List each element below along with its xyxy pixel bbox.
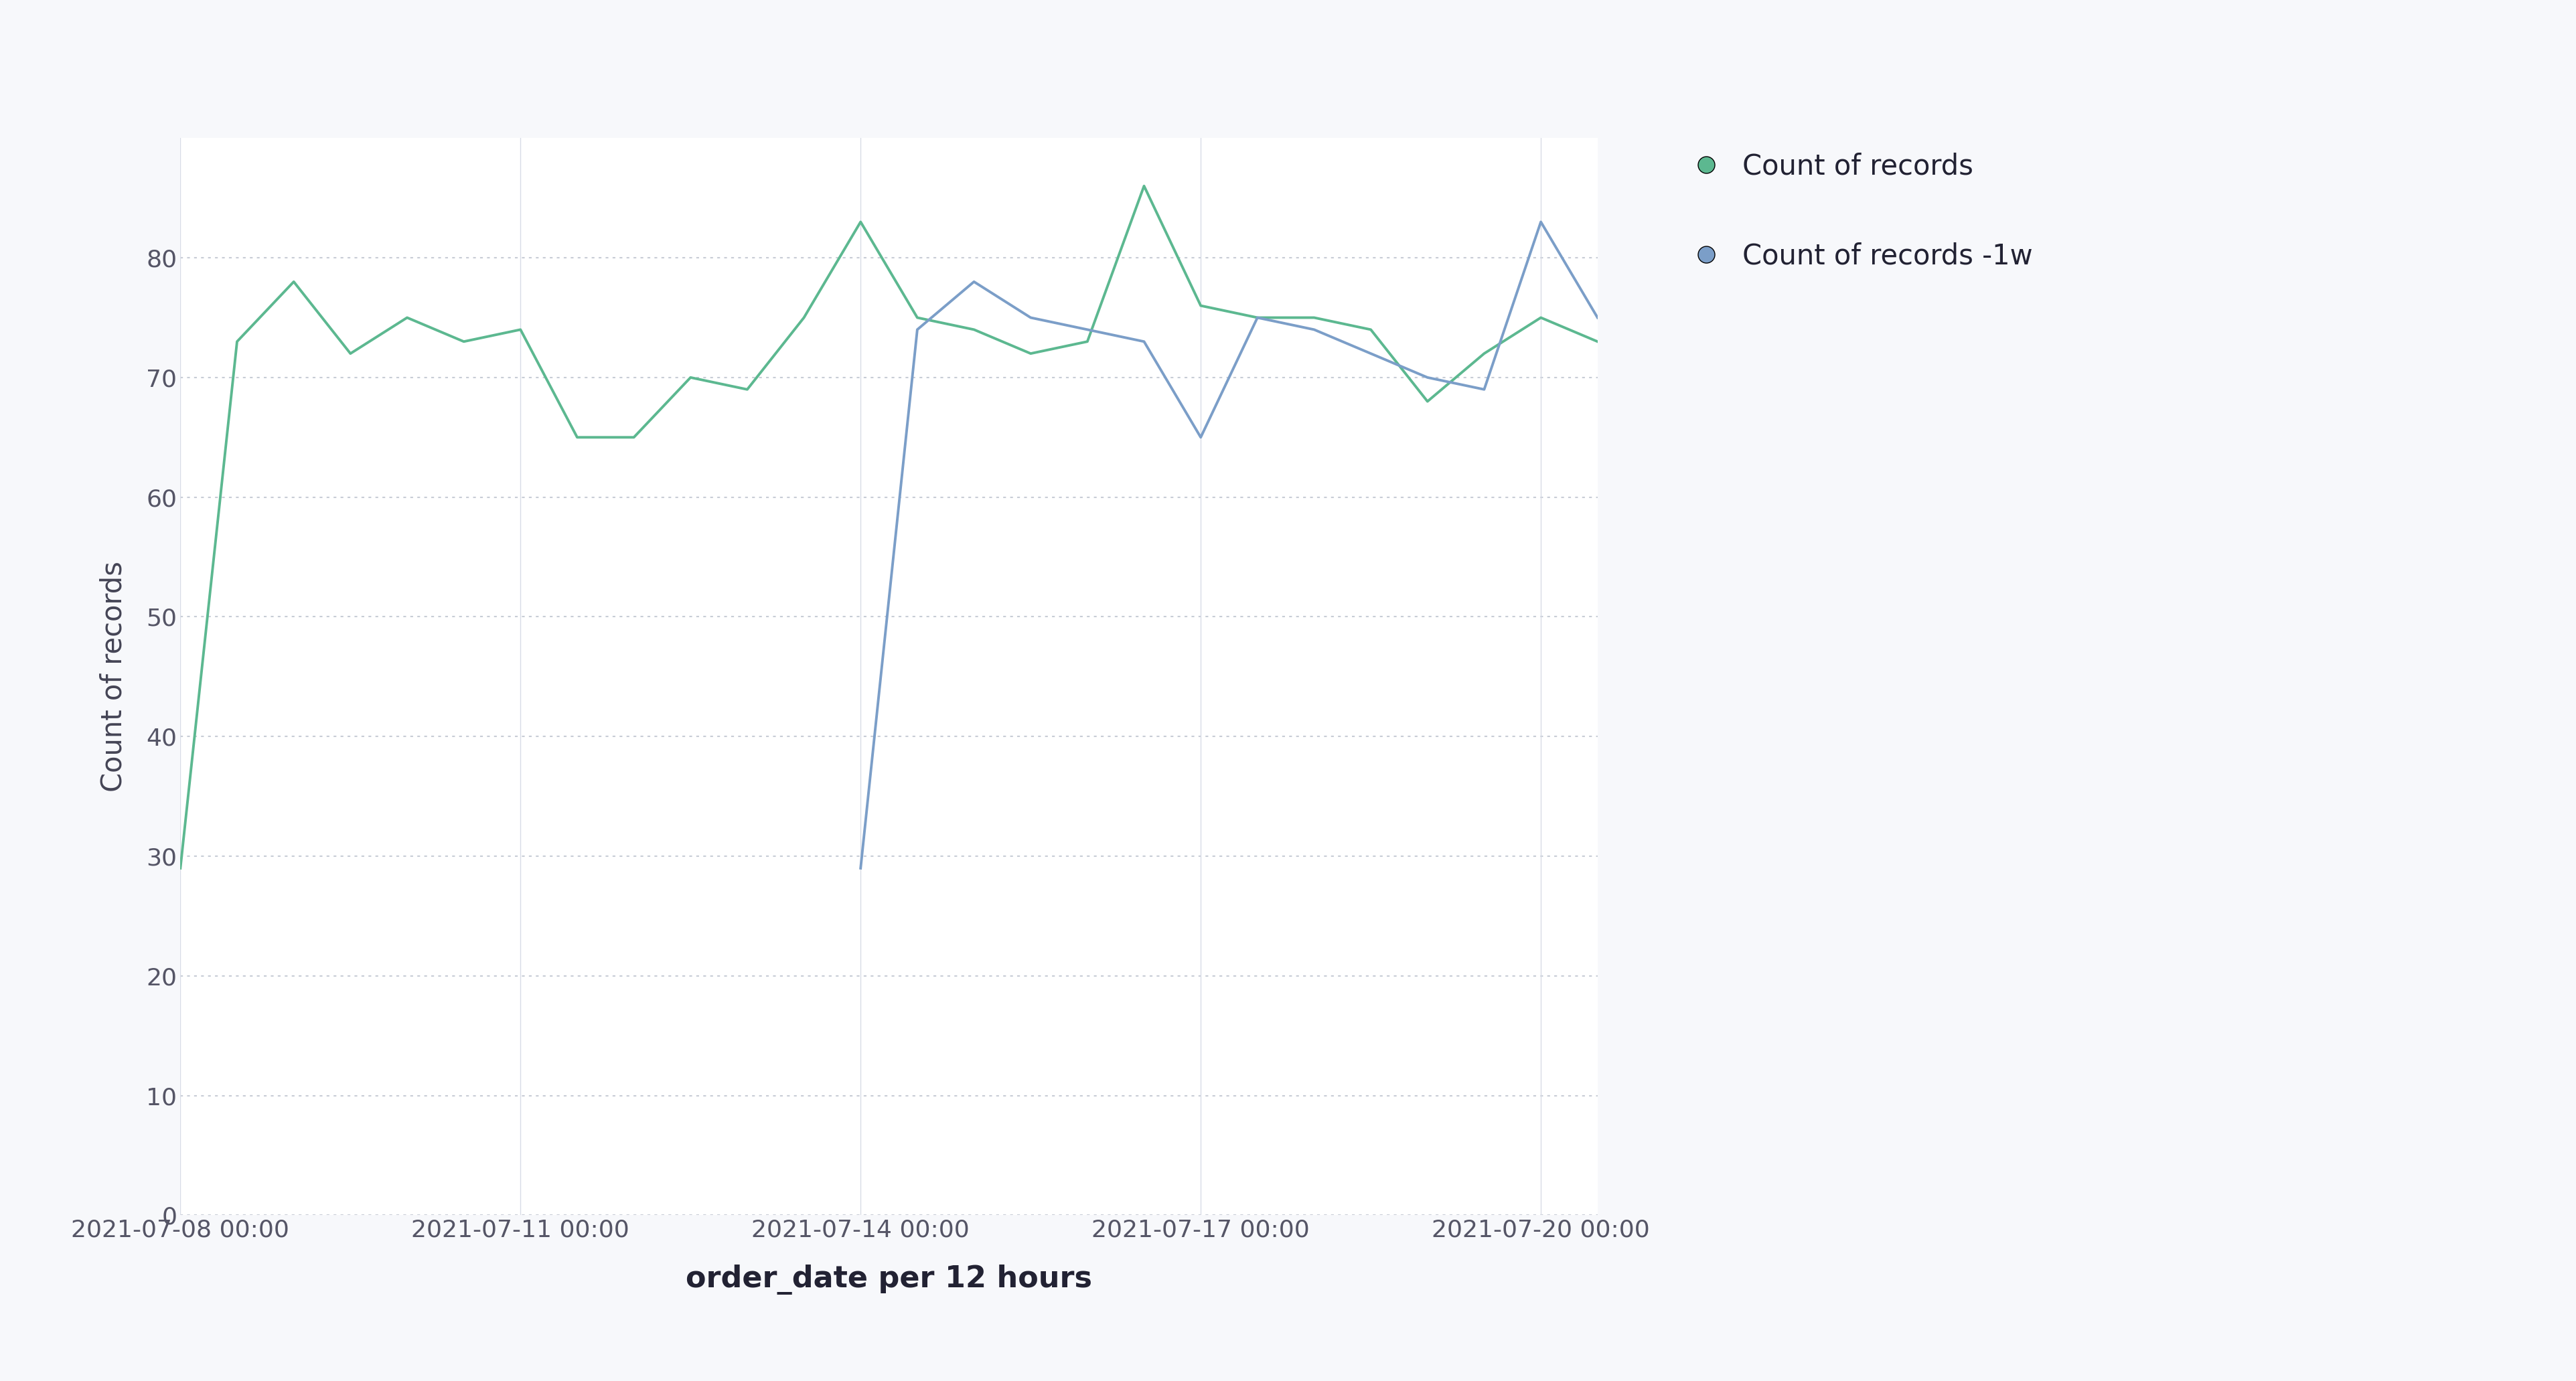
Count of records bbox=[618, 429, 649, 446]
Count of records bbox=[165, 860, 196, 877]
Count of records -1w bbox=[1128, 333, 1159, 349]
Count of records bbox=[788, 309, 819, 326]
Count of records bbox=[675, 369, 706, 385]
Y-axis label: Count of records: Count of records bbox=[100, 561, 129, 793]
Count of records bbox=[732, 381, 762, 398]
Count of records bbox=[1072, 333, 1103, 349]
Count of records -1w bbox=[1072, 322, 1103, 338]
Count of records -1w bbox=[1525, 214, 1556, 231]
Count of records -1w bbox=[1298, 322, 1329, 338]
Count of records bbox=[1468, 345, 1499, 362]
Line: Count of records: Count of records bbox=[180, 186, 1597, 869]
Count of records -1w bbox=[1468, 381, 1499, 398]
Count of records -1w bbox=[1242, 309, 1273, 326]
Count of records bbox=[278, 273, 309, 290]
Line: Count of records -1w: Count of records -1w bbox=[860, 222, 1597, 869]
Legend: Count of records, Count of records -1w: Count of records, Count of records -1w bbox=[1649, 110, 2074, 312]
Count of records bbox=[505, 322, 536, 338]
Count of records bbox=[845, 214, 876, 231]
Count of records bbox=[335, 345, 366, 362]
Count of records bbox=[1355, 322, 1386, 338]
Count of records -1w bbox=[902, 322, 933, 338]
Count of records bbox=[1185, 297, 1216, 313]
Count of records bbox=[902, 309, 933, 326]
Count of records bbox=[1525, 309, 1556, 326]
Count of records bbox=[1412, 394, 1443, 410]
Count of records bbox=[1128, 178, 1159, 195]
Count of records bbox=[448, 333, 479, 349]
Count of records -1w bbox=[958, 273, 989, 290]
Count of records bbox=[1582, 333, 1613, 349]
Count of records -1w bbox=[1582, 309, 1613, 326]
Count of records bbox=[1298, 309, 1329, 326]
Count of records bbox=[222, 333, 252, 349]
Count of records -1w bbox=[845, 860, 876, 877]
Count of records bbox=[562, 429, 592, 446]
Count of records bbox=[392, 309, 422, 326]
X-axis label: order_date per 12 hours: order_date per 12 hours bbox=[685, 1265, 1092, 1294]
Count of records bbox=[1015, 345, 1046, 362]
Count of records -1w bbox=[1015, 309, 1046, 326]
Count of records -1w bbox=[1185, 429, 1216, 446]
Count of records bbox=[1242, 309, 1273, 326]
Count of records -1w bbox=[1412, 369, 1443, 385]
Count of records bbox=[958, 322, 989, 338]
Count of records -1w bbox=[1355, 345, 1386, 362]
